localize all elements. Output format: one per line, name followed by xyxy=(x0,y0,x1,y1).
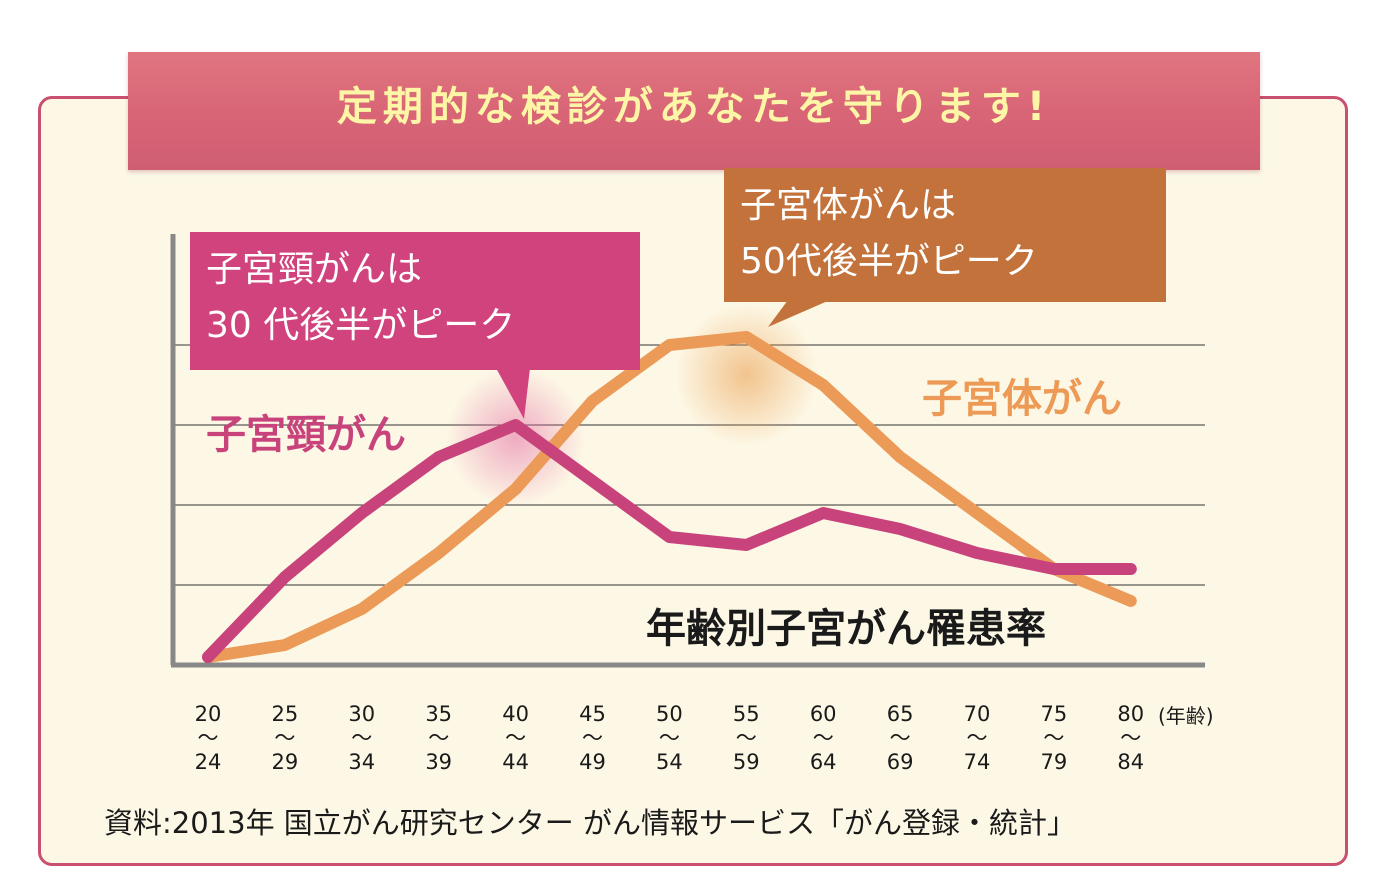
uterine-data-point xyxy=(668,344,671,346)
x-tick-top: 60 xyxy=(809,702,837,726)
x-tick-label: 50 〜 54 xyxy=(634,702,704,774)
uterine-data-point xyxy=(822,384,825,386)
x-tick-top: 55 xyxy=(732,702,760,726)
cervical-series-label: 子宮頸がん xyxy=(206,412,406,458)
cervical-data-point xyxy=(591,480,594,482)
x-tick-label: 40 〜 44 xyxy=(481,702,551,774)
cervical-peak-glow xyxy=(445,367,586,507)
x-tick-top: 80 xyxy=(1117,702,1145,726)
x-tick-label: 60 〜 64 xyxy=(788,702,858,774)
uterine-data-point xyxy=(976,512,978,514)
x-tick-label: 75 〜 79 xyxy=(1019,702,1089,774)
cervical-data-point xyxy=(437,456,440,458)
cervical-callout-line2: 30 代後半がピーク xyxy=(206,305,516,346)
x-axis-unit-label: (年齢) xyxy=(1158,704,1214,728)
uterine-data-point xyxy=(283,644,286,646)
uterine-data-point xyxy=(437,552,440,554)
x-tick-bottom: 84 xyxy=(1117,750,1145,774)
x-tick-top: 70 xyxy=(963,702,991,726)
x-tick-label: 65 〜 69 xyxy=(865,702,935,774)
uterine-callout-pointer xyxy=(768,300,830,327)
cervical-data-point xyxy=(822,512,825,514)
cervical-callout-line1: 子宮頸がんは xyxy=(206,249,423,290)
x-tick-top: 25 xyxy=(271,702,299,726)
x-tick-label: 30 〜 34 xyxy=(327,702,397,774)
uterine-data-point xyxy=(1129,600,1132,602)
x-tick-bottom: 54 xyxy=(656,750,683,774)
x-tick-sep: 〜 xyxy=(889,726,911,750)
cervical-data-point xyxy=(899,528,902,530)
x-tick-label: 70 〜 74 xyxy=(942,702,1012,774)
x-tick-label: 55 〜 59 xyxy=(711,702,781,774)
cervical-data-point xyxy=(1129,568,1132,570)
cervical-peak-callout: 子宮頸がんは 30 代後半がピーク xyxy=(190,232,640,370)
x-tick-top: 30 xyxy=(348,702,376,726)
x-tick-bottom: 59 xyxy=(732,750,760,774)
x-tick-sep: 〜 xyxy=(197,726,219,750)
uterine-data-point xyxy=(360,608,363,610)
banner-title: 定期的な検診があなたを守ります! xyxy=(336,84,1052,130)
uterine-data-point xyxy=(591,400,594,402)
uterine-peak-callout: 子宮体がんは 50代後半がピーク xyxy=(724,168,1166,302)
x-tick-bottom: 39 xyxy=(425,750,453,774)
x-tick-bottom: 34 xyxy=(348,750,376,774)
x-tick-bottom: 69 xyxy=(886,750,914,774)
x-tick-label: 45 〜 49 xyxy=(558,702,628,774)
x-tick-bottom: 64 xyxy=(809,750,837,774)
x-tick-sep: 〜 xyxy=(351,726,373,750)
uterine-data-point xyxy=(514,488,517,490)
x-tick-bottom: 74 xyxy=(963,750,991,774)
x-tick-sep: 〜 xyxy=(428,726,450,750)
x-tick-top: 50 xyxy=(656,702,683,726)
x-tick-label: 80 〜 84 xyxy=(1096,702,1166,774)
x-tick-label: 25 〜 29 xyxy=(250,702,320,774)
cervical-data-point xyxy=(360,512,363,514)
x-tick-top: 35 xyxy=(425,702,453,726)
source-note: 資料:2013年 国立がん研究センター がん情報サービス「がん登録・統計」 xyxy=(104,806,1077,840)
x-tick-label: 20 〜 24 xyxy=(173,702,243,774)
x-tick-top: 40 xyxy=(502,702,529,726)
cervical-data-point xyxy=(283,576,286,578)
cervical-data-point xyxy=(1052,568,1055,570)
cervical-callout-pointer xyxy=(496,368,530,419)
cervical-data-point xyxy=(514,424,517,426)
x-tick-top: 75 xyxy=(1040,702,1068,726)
title-banner xyxy=(128,52,1260,170)
cervical-data-point xyxy=(668,536,671,538)
x-tick-sep: 〜 xyxy=(274,726,296,750)
x-tick-sep: 〜 xyxy=(505,726,527,750)
x-tick-sep: 〜 xyxy=(582,726,603,750)
chart-title: 年齢別子宮がん罹患率 xyxy=(646,606,1046,652)
x-tick-bottom: 79 xyxy=(1040,750,1068,774)
x-tick-top: 65 xyxy=(886,702,914,726)
cervical-data-point xyxy=(976,552,978,554)
cervical-data-point xyxy=(745,544,748,546)
uterine-callout-line1: 子宮体がんは xyxy=(740,185,957,226)
x-tick-sep: 〜 xyxy=(1120,726,1142,750)
x-tick-bottom: 29 xyxy=(271,750,299,774)
x-tick-sep: 〜 xyxy=(966,726,988,750)
x-tick-bottom: 44 xyxy=(502,750,529,774)
x-tick-top: 45 xyxy=(579,702,606,726)
uterine-data-point xyxy=(899,456,902,458)
uterine-data-point xyxy=(745,336,748,338)
uterine-series-label: 子宮体がん xyxy=(922,376,1122,422)
x-tick-bottom: 49 xyxy=(579,750,606,774)
x-tick-sep: 〜 xyxy=(812,726,834,750)
x-tick-label: 35 〜 39 xyxy=(404,702,474,774)
uterine-callout-line2: 50代後半がピーク xyxy=(740,241,1038,282)
x-tick-sep: 〜 xyxy=(658,726,680,750)
x-tick-top: 20 xyxy=(194,702,222,726)
x-tick-sep: 〜 xyxy=(1043,726,1065,750)
x-tick-bottom: 24 xyxy=(194,750,222,774)
cervical-data-point xyxy=(207,656,209,658)
x-tick-sep: 〜 xyxy=(735,726,757,750)
